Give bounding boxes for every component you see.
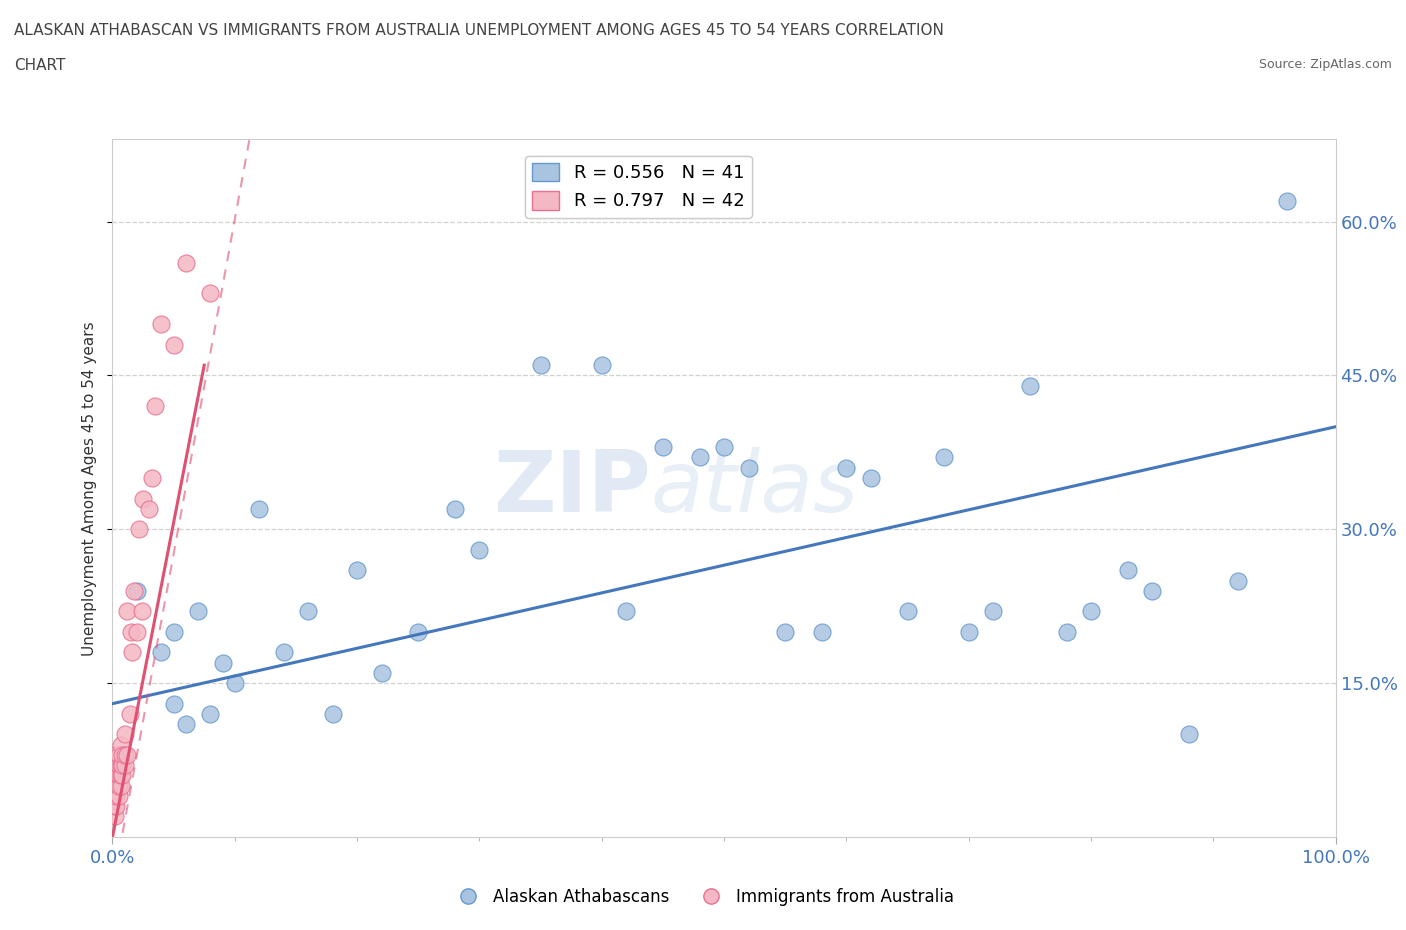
- Y-axis label: Unemployment Among Ages 45 to 54 years: Unemployment Among Ages 45 to 54 years: [82, 321, 97, 656]
- Point: [114, 727, 136, 742]
- Point: [104, 758, 127, 773]
- Point: [104, 789, 127, 804]
- Point: [174, 717, 197, 732]
- Point: [957, 624, 980, 639]
- Point: [150, 644, 173, 659]
- Point: [1018, 379, 1040, 393]
- Point: [468, 542, 491, 557]
- Point: [1275, 193, 1298, 208]
- Point: [105, 789, 128, 804]
- Point: [1226, 573, 1249, 588]
- Point: [111, 768, 134, 783]
- Point: [174, 255, 197, 270]
- Point: [713, 440, 735, 455]
- Point: [104, 748, 127, 763]
- Point: [132, 491, 155, 506]
- Point: [200, 707, 222, 722]
- Point: [591, 358, 613, 373]
- Point: [163, 624, 186, 639]
- Point: [110, 737, 132, 752]
- Point: [107, 768, 129, 783]
- Point: [247, 501, 270, 516]
- Point: [224, 676, 246, 691]
- Point: [1178, 727, 1201, 742]
- Point: [444, 501, 467, 516]
- Point: [163, 697, 186, 711]
- Point: [143, 399, 166, 414]
- Point: [111, 758, 134, 773]
- Point: [689, 450, 711, 465]
- Point: [1056, 624, 1078, 639]
- Point: [104, 768, 127, 783]
- Point: [105, 799, 128, 814]
- Point: [138, 501, 160, 516]
- Point: [775, 624, 797, 639]
- Point: [107, 748, 129, 763]
- Point: [897, 604, 920, 618]
- Point: [981, 604, 1004, 618]
- Point: [614, 604, 637, 618]
- Point: [111, 748, 134, 763]
- Point: [115, 604, 138, 618]
- Point: [125, 624, 148, 639]
- Point: [115, 748, 138, 763]
- Text: ALASKAN ATHABASCAN VS IMMIGRANTS FROM AUSTRALIA UNEMPLOYMENT AMONG AGES 45 TO 54: ALASKAN ATHABASCAN VS IMMIGRANTS FROM AU…: [14, 23, 943, 38]
- Point: [150, 317, 173, 332]
- Point: [110, 778, 132, 793]
- Point: [107, 778, 129, 793]
- Point: [131, 604, 153, 618]
- Point: [1116, 563, 1139, 578]
- Point: [118, 707, 141, 722]
- Point: [128, 522, 150, 537]
- Point: [811, 624, 834, 639]
- Point: [187, 604, 209, 618]
- Point: [1080, 604, 1102, 618]
- Point: [105, 778, 128, 793]
- Point: [322, 707, 344, 722]
- Point: [737, 460, 759, 475]
- Point: [104, 809, 127, 824]
- Point: [141, 471, 163, 485]
- Point: [346, 563, 368, 578]
- Text: ZIP: ZIP: [494, 446, 651, 530]
- Point: [107, 789, 129, 804]
- Point: [114, 758, 136, 773]
- Point: [934, 450, 956, 465]
- Point: [104, 799, 127, 814]
- Point: [120, 624, 142, 639]
- Point: [370, 666, 392, 681]
- Point: [107, 758, 129, 773]
- Text: Source: ZipAtlas.com: Source: ZipAtlas.com: [1258, 58, 1392, 71]
- Legend: Alaskan Athabascans, Immigrants from Australia: Alaskan Athabascans, Immigrants from Aus…: [444, 881, 962, 912]
- Point: [121, 644, 143, 659]
- Point: [297, 604, 319, 618]
- Legend: R = 0.556   N = 41, R = 0.797   N = 42: R = 0.556 N = 41, R = 0.797 N = 42: [524, 155, 752, 218]
- Text: atlas: atlas: [651, 446, 859, 530]
- Point: [529, 358, 551, 373]
- Point: [163, 338, 186, 352]
- Point: [273, 644, 295, 659]
- Text: CHART: CHART: [14, 58, 66, 73]
- Point: [114, 748, 136, 763]
- Point: [124, 583, 146, 598]
- Point: [110, 768, 132, 783]
- Point: [200, 286, 222, 300]
- Point: [110, 758, 132, 773]
- Point: [211, 656, 233, 671]
- Point: [408, 624, 430, 639]
- Point: [1142, 583, 1164, 598]
- Point: [835, 460, 858, 475]
- Point: [104, 778, 127, 793]
- Point: [125, 583, 148, 598]
- Point: [859, 471, 882, 485]
- Point: [652, 440, 675, 455]
